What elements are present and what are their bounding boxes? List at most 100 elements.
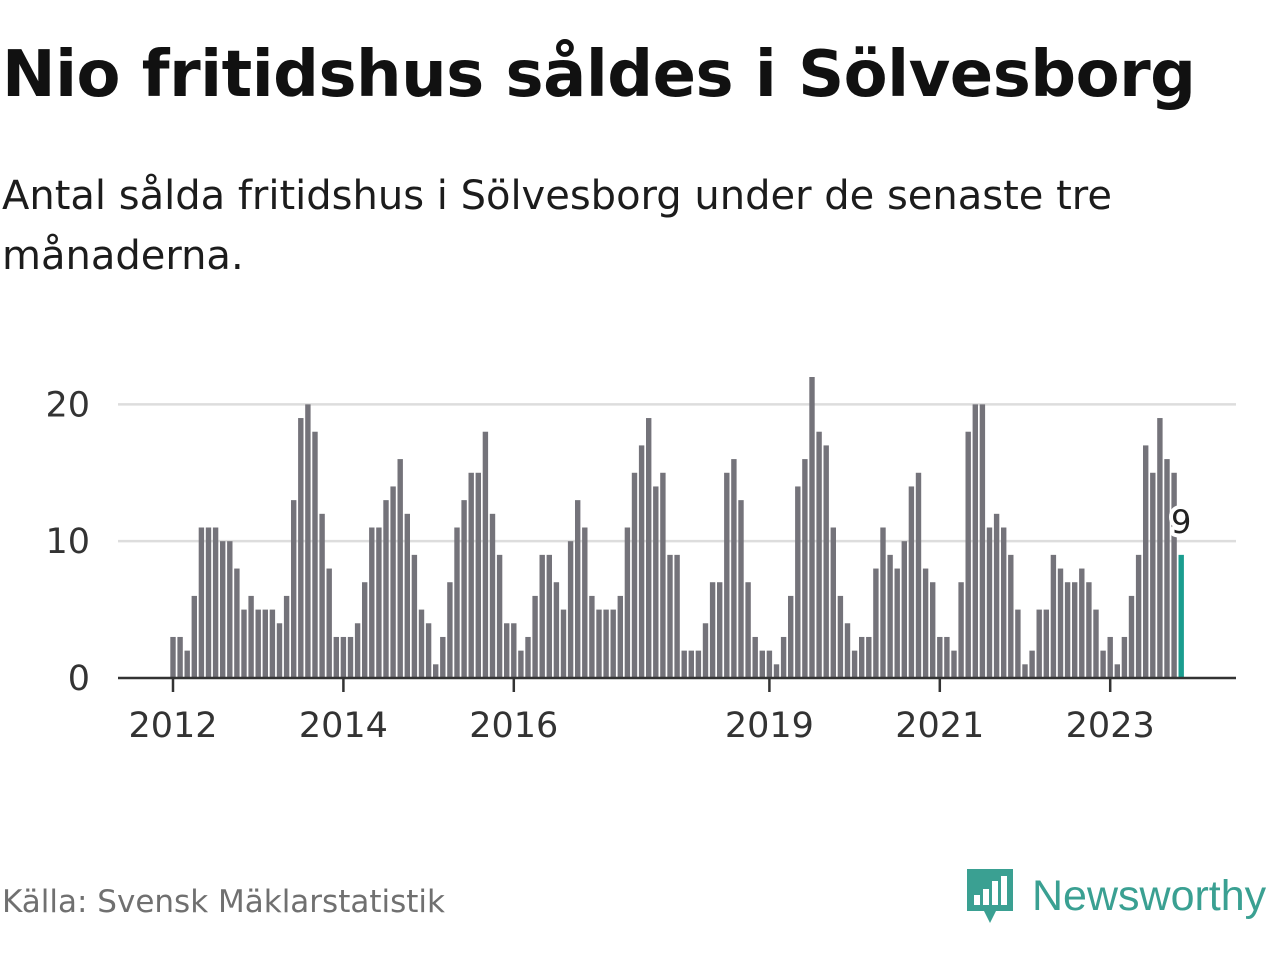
bar <box>1107 636 1113 678</box>
bar <box>212 527 219 678</box>
bar <box>695 650 702 678</box>
bar <box>468 472 474 678</box>
bar <box>283 595 290 678</box>
bar <box>752 636 758 678</box>
labels: 0 10 20 2012 2014 2016 2019 2021 2023 9 <box>45 385 1195 746</box>
bar <box>745 582 751 678</box>
bar <box>511 623 517 678</box>
brand-name: Newsworthy <box>1032 871 1267 920</box>
bar <box>816 431 822 678</box>
bar <box>844 623 851 678</box>
bar <box>1043 609 1049 678</box>
bar <box>184 650 190 678</box>
bar <box>532 595 538 678</box>
bar <box>958 582 964 678</box>
bar <box>986 527 993 678</box>
bar <box>440 636 446 678</box>
bar <box>646 418 652 678</box>
bar <box>802 459 808 678</box>
x-axis <box>118 676 1236 692</box>
bar <box>1072 582 1078 678</box>
chart-subtitle: Antal sålda fritidshus i Sölvesborg unde… <box>2 173 1112 279</box>
bar <box>454 527 460 678</box>
x-tick-label: 2019 <box>725 706 814 746</box>
bar <box>1064 582 1071 678</box>
bar <box>305 404 311 678</box>
bar <box>603 609 609 678</box>
bar <box>688 650 694 678</box>
bar <box>717 582 723 678</box>
bar <box>837 595 844 678</box>
newsworthy-chart-bubble-icon <box>967 869 1013 923</box>
bar <box>1008 554 1014 678</box>
brand[interactable]: Newsworthy <box>964 864 1266 928</box>
bar <box>915 472 922 678</box>
bar <box>539 554 545 678</box>
bar <box>319 513 325 678</box>
bar <box>1171 472 1177 678</box>
bar <box>291 500 297 678</box>
bar <box>390 486 396 678</box>
bar <box>731 459 737 678</box>
bar <box>340 636 347 678</box>
bar <box>610 609 616 678</box>
bar <box>312 431 318 678</box>
bar <box>525 636 531 678</box>
bar <box>496 554 503 678</box>
source-note: Källa: Svensk Mäklarstatistik <box>2 884 445 920</box>
bar <box>937 636 943 678</box>
bar <box>1001 527 1007 678</box>
bar-highlight <box>1178 554 1184 678</box>
bar <box>738 500 744 678</box>
bar <box>198 527 205 678</box>
bar <box>383 500 389 678</box>
bar <box>887 554 893 678</box>
bar <box>418 609 425 678</box>
bar <box>702 623 709 678</box>
bar <box>170 636 176 678</box>
bar <box>674 554 680 678</box>
bar <box>376 527 382 678</box>
bars <box>170 377 1184 678</box>
bar <box>1157 418 1163 678</box>
bar <box>873 568 879 678</box>
bar <box>901 541 907 678</box>
bar <box>333 636 339 678</box>
bar <box>993 513 1000 678</box>
bar <box>788 595 794 678</box>
bar <box>1114 664 1120 678</box>
y-tick-label: 20 <box>45 385 90 425</box>
bar <box>269 609 276 678</box>
bar <box>809 377 815 678</box>
bar <box>780 636 787 678</box>
bar <box>234 568 240 678</box>
bar <box>433 664 439 678</box>
bar <box>255 609 261 678</box>
bar <box>617 595 623 678</box>
bar <box>1150 472 1156 678</box>
x-tick-label: 2012 <box>128 706 217 746</box>
bar <box>489 513 496 678</box>
bar <box>1015 609 1021 678</box>
bar <box>298 418 304 678</box>
bar <box>951 650 957 678</box>
x-tick-label: 2021 <box>895 706 984 746</box>
bar <box>461 500 467 678</box>
bar <box>1164 459 1170 678</box>
bar <box>830 527 836 678</box>
bar <box>1029 650 1035 678</box>
bar <box>1128 595 1135 678</box>
bar <box>276 623 283 678</box>
bar <box>411 554 418 678</box>
bar <box>866 636 872 678</box>
x-tick-label: 2014 <box>299 706 388 746</box>
bar <box>567 541 574 678</box>
bar <box>681 650 687 678</box>
last-value-label: 9 <box>1171 503 1191 541</box>
bar <box>965 431 971 678</box>
bar <box>248 595 254 678</box>
bar <box>795 486 801 678</box>
bar <box>823 445 829 678</box>
bar <box>1100 650 1106 678</box>
